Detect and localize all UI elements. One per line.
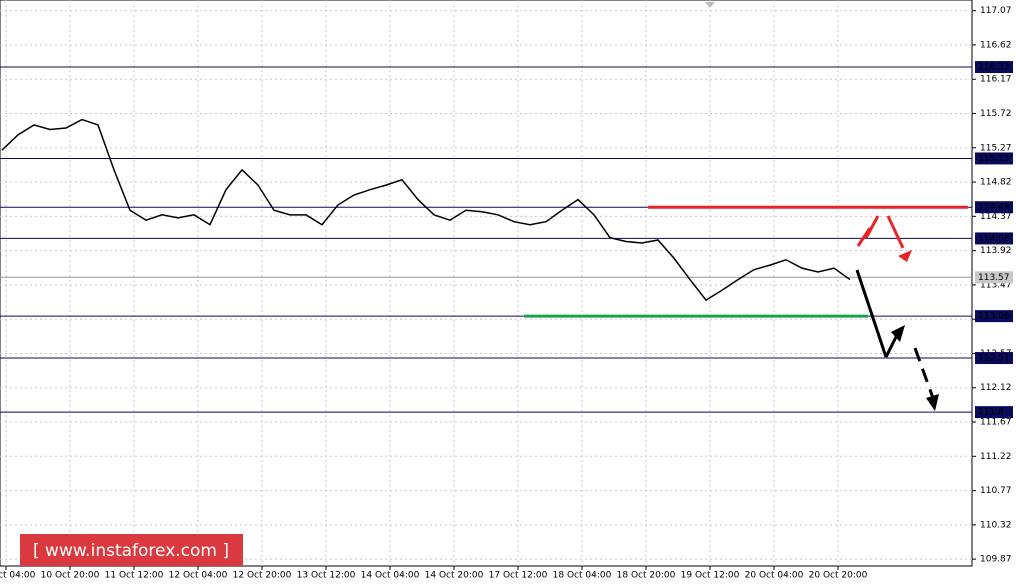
black-arrow — [855, 269, 888, 358]
level-label: 116.33 — [978, 63, 1010, 73]
level-label: 114.49 — [978, 203, 1010, 213]
black-arrow — [884, 334, 899, 358]
levels — [0, 66, 972, 413]
level-label-box — [975, 271, 1013, 284]
y-tick-label: 116.62 — [980, 40, 1012, 50]
y-tick-label: 109.87 — [980, 555, 1012, 565]
level-label-box — [975, 310, 1013, 323]
x-tick-label: 13 Oct 12:00 — [297, 571, 356, 581]
y-tick-label: 113.92 — [980, 246, 1012, 256]
level-label-box — [975, 201, 1013, 214]
y-tick-label: 110.32 — [980, 520, 1012, 530]
black-arrowhead — [926, 394, 939, 411]
level-label-box — [975, 232, 1013, 245]
level-label: 112.51 — [978, 354, 1010, 364]
x-tick-label: 20 Oct 20:00 — [809, 571, 868, 581]
x-tick-label: 18 Oct 04:00 — [553, 571, 612, 581]
y-tick-label: 114.37 — [980, 212, 1012, 222]
red-arrow — [856, 227, 872, 247]
x-tick-label: 10 Oct 20:00 — [41, 571, 100, 581]
x-tick-label: 12 Oct 20:00 — [233, 571, 292, 581]
x-tick-label: 20 Oct 04:00 — [745, 571, 804, 581]
y-tick-label: 111.67 — [980, 418, 1012, 428]
black-arrow — [913, 347, 935, 399]
level-label-box — [975, 152, 1013, 165]
x-tick-label: 18 Oct 20:00 — [617, 571, 676, 581]
red-arrow — [886, 215, 905, 249]
scroll-marker — [705, 2, 715, 8]
forecast-arrows — [855, 215, 939, 411]
black-arrowhead — [891, 325, 905, 342]
y-tick-label: 113.47 — [980, 280, 1012, 290]
x-tick-label: 14 Oct 20:00 — [425, 571, 484, 581]
level-label-box — [975, 352, 1013, 365]
level-label: 113.06 — [978, 312, 1010, 322]
plot-frame — [0, 0, 973, 567]
y-tick-label: 110.77 — [980, 486, 1012, 496]
x-tick-label: 14 Oct 04:00 — [361, 571, 420, 581]
marks — [1, 118, 968, 318]
watermark: [ www.instaforex.com ] — [33, 541, 229, 561]
y-tick-label: 115.27 — [980, 143, 1012, 153]
x-tick-label: 19 Oct 12:00 — [681, 571, 740, 581]
x-tick-label: 10 Oct 04:00 — [0, 571, 36, 581]
y-tick-label: 115.72 — [980, 109, 1012, 119]
y-tick-label: 116.17 — [980, 75, 1012, 85]
red-arrow — [864, 215, 880, 239]
level-label: 113.57 — [978, 273, 1010, 283]
watermark-box — [20, 534, 243, 566]
red-arrowhead — [898, 250, 912, 262]
price-line — [1, 118, 851, 302]
level-label: 111.8 — [978, 408, 1004, 418]
x-tick-label: 12 Oct 04:00 — [169, 571, 228, 581]
level-label-box — [975, 406, 1013, 419]
grid — [0, 0, 972, 566]
level-label: 115.13 — [978, 154, 1010, 164]
y-tick-label: 112.12 — [980, 383, 1012, 393]
x-tick-label: 11 Oct 12:00 — [105, 571, 164, 581]
level-label: 114.08 — [978, 234, 1010, 244]
y-tick-label: 114.82 — [980, 178, 1012, 188]
y-tick-label: 111.22 — [980, 452, 1012, 462]
y-tick-label: 117.07 — [980, 6, 1012, 16]
level-label-box — [975, 61, 1013, 74]
x-tick-label: 17 Oct 12:00 — [489, 571, 548, 581]
